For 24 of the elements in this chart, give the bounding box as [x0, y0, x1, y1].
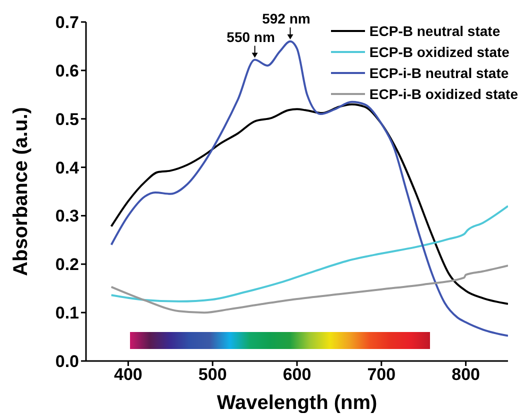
x-axis-title: Wavelength (nm) — [216, 392, 378, 414]
y-tick-label: 0.5 — [55, 110, 79, 129]
y-tick-label: 0.4 — [55, 158, 80, 178]
line-series — [110, 103, 508, 305]
y-tick-label: 0.7 — [55, 13, 79, 32]
y-tick-label: 0.6 — [55, 61, 79, 80]
y-tick-label: 0.2 — [55, 255, 79, 274]
legend-label: ECP-i-B neutral state — [369, 64, 509, 80]
annotation: 550 nm — [226, 28, 275, 45]
legend-label: ECP-B neutral state — [369, 22, 500, 38]
line-series — [110, 205, 508, 302]
y-axis-title: Absorbance (a.u.) — [10, 107, 32, 276]
x-tick-label: 800 — [452, 365, 480, 384]
x-tick-label: 600 — [282, 365, 312, 384]
legend-label: ECP-i-B oxidized state — [369, 86, 518, 102]
x-tick-label: 700 — [367, 365, 396, 384]
x-tick-label: 500 — [198, 365, 227, 384]
annotation: 592 nm — [262, 10, 310, 26]
x-tick-label: 400 — [114, 365, 142, 384]
y-tick-label: 0.0 — [55, 352, 79, 372]
legend-label: ECP-B oxidized state — [369, 44, 510, 60]
line-series — [110, 264, 508, 314]
y-tick-label: 0.1 — [55, 304, 79, 323]
y-tick-label: 0.3 — [55, 206, 79, 226]
